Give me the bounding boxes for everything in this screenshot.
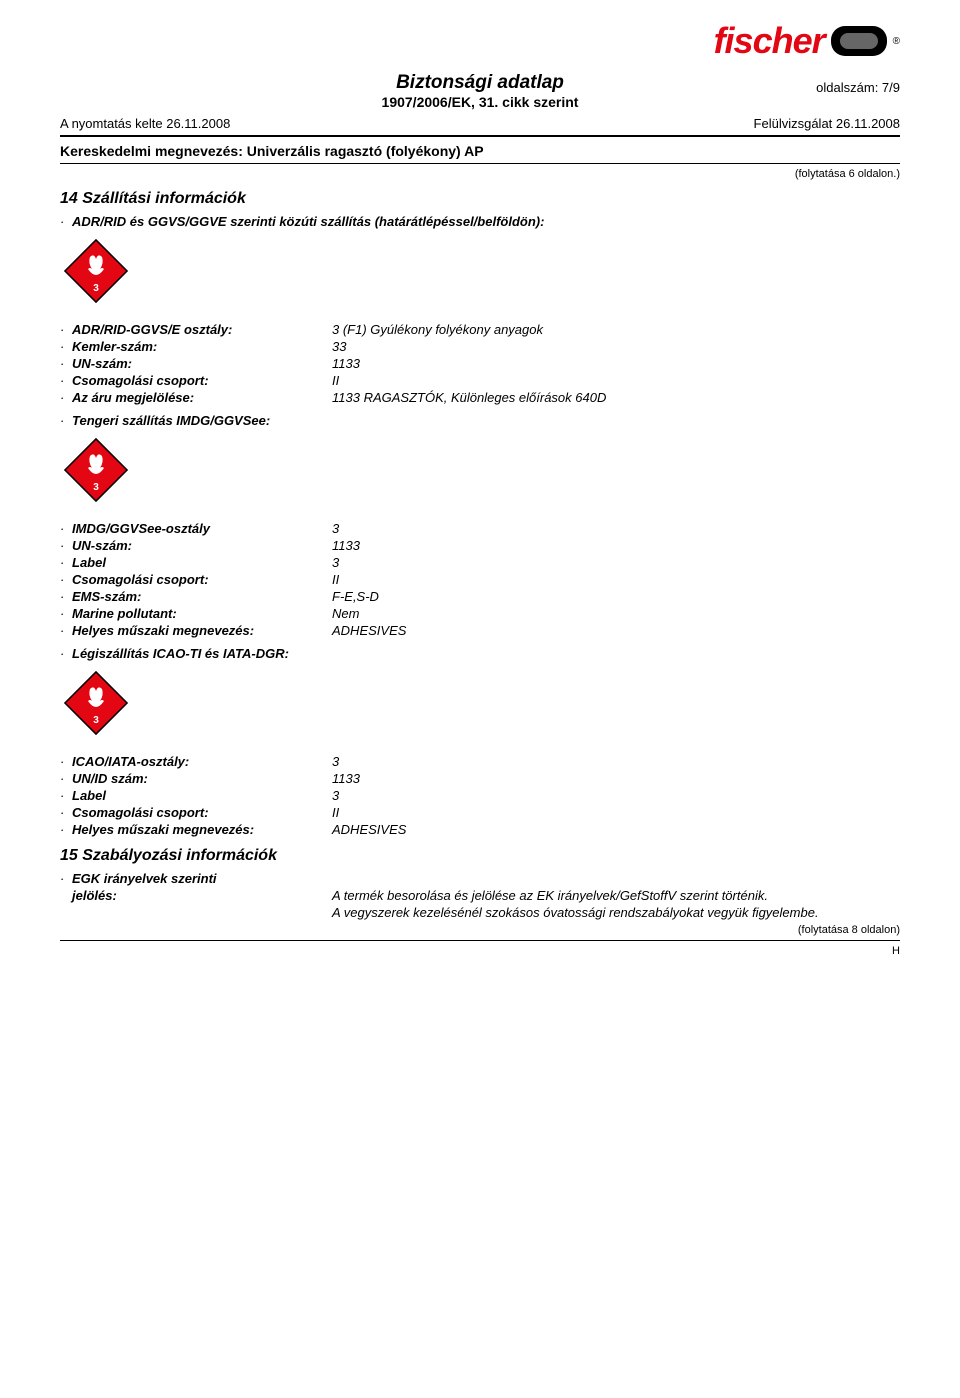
air-label: ·Label3 [60,788,900,803]
air-class: ·ICAO/IATA-osztály:3 [60,754,900,769]
adr-kemler: ·Kemler-szám:33 [60,339,900,354]
logo-badge-icon [831,26,887,56]
hazard-diamond-icon: 3 [64,671,900,740]
document-header: oldalszám: 7/9 Biztonsági adatlap 1907/2… [60,72,900,131]
logo-text: fischer [714,20,825,62]
divider [60,135,900,137]
egk-line1: · EGK irányelvek szerinti [60,871,900,886]
hazard-diamond-icon: 3 [64,239,900,308]
logo-row: fischer ® [60,20,900,62]
air-packgroup: ·Csomagolási csoport:II [60,805,900,820]
date-row: A nyomtatás kelte 26.11.2008 Felülvizsgá… [60,116,900,131]
continued-to: (folytatása 8 oldalon) [60,924,900,936]
brand-logo: fischer ® [714,20,900,62]
divider [60,163,900,164]
sea-marine: ·Marine pollutant:Nem [60,606,900,621]
section-15-heading: 15 Szabályozási információk [60,847,900,865]
adr-packgroup: ·Csomagolási csoport:II [60,373,900,388]
doc-title: Biztonsági adatlap [60,72,900,94]
adr-subheading: · ADR/RID és GGVS/GGVE szerinti közúti s… [60,214,900,229]
sea-packgroup: ·Csomagolási csoport:II [60,572,900,587]
egk-line2: jelölés: A termék besorolása és jelölése… [60,888,900,903]
doc-subtitle: 1907/2006/EK, 31. cikk szerint [60,94,900,110]
end-marker: H [60,945,900,957]
logo-registered: ® [893,36,900,47]
hazard-diamond-icon: 3 [64,438,900,507]
sea-techname: ·Helyes műszaki megnevezés:ADHESIVES [60,623,900,638]
sea-ems: ·EMS-szám:F-E,S-D [60,589,900,604]
print-date: A nyomtatás kelte 26.11.2008 [60,116,230,131]
section-14-heading: 14 Szállítási információk [60,190,900,208]
svg-text:3: 3 [93,283,99,294]
sea-label: ·Label3 [60,555,900,570]
egk-body: A vegyszerek kezelésénél szokásos óvatos… [332,905,900,920]
svg-text:3: 3 [93,715,99,726]
sea-subheading: · Tengeri szállítás IMDG/GGVSee: [60,413,900,428]
adr-goods: ·Az áru megjelölése:1133 RAGASZTÓK, Külö… [60,390,900,405]
revision-date: Felülvizsgálat 26.11.2008 [754,116,900,131]
product-name: Kereskedelmi megnevezés: Univerzális rag… [60,143,900,159]
air-subheading: · Légiszállítás ICAO-TI és IATA-DGR: [60,646,900,661]
adr-un: ·UN-szám:1133 [60,356,900,371]
page-number: oldalszám: 7/9 [816,80,900,95]
adr-class: ·ADR/RID-GGVS/E osztály:3 (F1) Gyúlékony… [60,322,900,337]
sea-class: ·IMDG/GGVSee-osztály3 [60,521,900,536]
svg-text:3: 3 [93,482,99,493]
divider [60,940,900,941]
air-un: ·UN/ID szám:1133 [60,771,900,786]
air-techname: ·Helyes műszaki megnevezés:ADHESIVES [60,822,900,837]
continued-from: (folytatása 6 oldalon.) [60,168,900,180]
sea-un: ·UN-szám:1133 [60,538,900,553]
